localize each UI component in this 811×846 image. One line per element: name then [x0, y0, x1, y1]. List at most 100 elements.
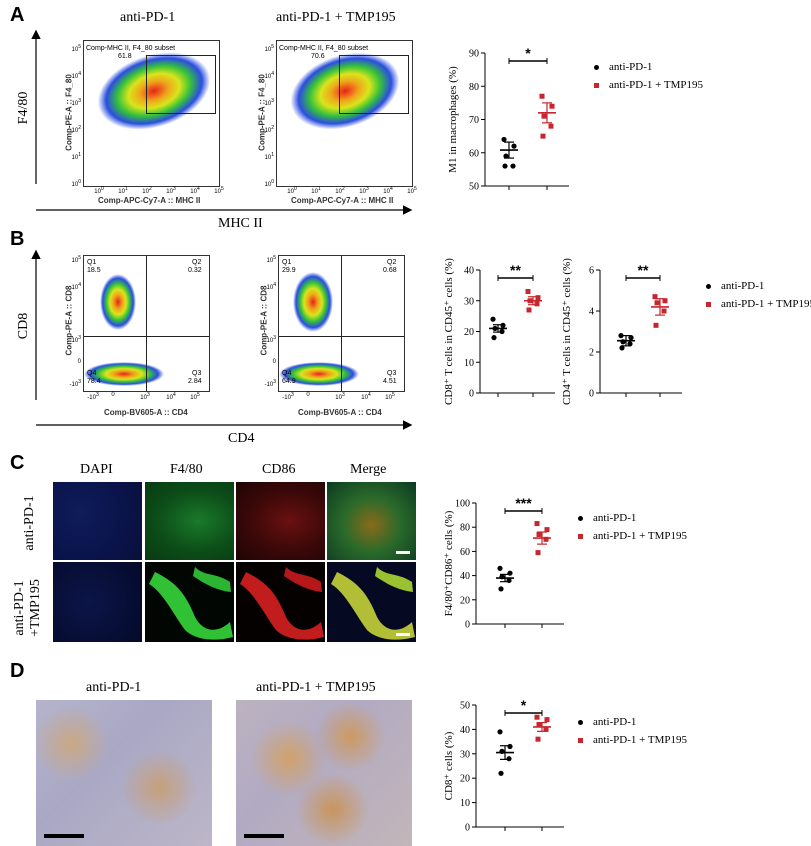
y-axis-label: CD4⁺ T cells in CD45⁺ cells (%) [561, 258, 573, 405]
facs-a-ytick: 100 [264, 179, 274, 188]
data-point-group2 [535, 295, 541, 301]
facs-a-ytick: 101 [264, 152, 274, 161]
data-point-group1 [501, 136, 507, 143]
ihc-image-1 [36, 700, 212, 846]
y-tick-label: 6 [589, 266, 594, 277]
facs-a-xtick: 105 [214, 186, 224, 195]
quadrant-value: 0.68 [383, 267, 397, 274]
legend-square-icon [706, 301, 711, 307]
facs-a-ytick: 102 [264, 125, 274, 134]
quadrant-label: Q1 [282, 259, 292, 266]
quadrant-label: Q1 [87, 259, 97, 266]
legend-circle-icon [578, 515, 583, 521]
y-tick-label: 2 [589, 348, 594, 359]
legend-a: anti-PD-1 anti-PD-1 + TMP195 [594, 58, 703, 94]
data-point-group2 [536, 531, 542, 537]
legend-b: anti-PD-1 anti-PD-1 + TMP195 [706, 277, 811, 313]
quadrant-value: 78.4 [87, 378, 101, 385]
col-title-dapi: DAPI [80, 462, 113, 477]
if-image-dapi-2 [53, 562, 142, 642]
facs-b-ytick: 105 [71, 255, 81, 264]
quadrant-label: Q2 [387, 259, 397, 266]
facs-b-ytick: -103 [69, 379, 81, 388]
panel-label-c: C [10, 452, 25, 474]
y-tick-label: 60 [469, 148, 479, 159]
facs-a-ytick: 104 [264, 71, 274, 80]
y-tick-label: 10 [464, 358, 474, 369]
gate-name: Comp-MHC II, F4_80 subset [86, 45, 176, 52]
data-point-group2 [540, 133, 546, 139]
facs-a-ytick: 103 [264, 98, 274, 107]
legend-square-icon [578, 737, 583, 743]
quadrant-value: 64.9 [282, 378, 296, 385]
facs-plot-a2: Comp-MHC II, F4_80 subset 70.6 [276, 40, 413, 187]
y-tick-label: 50 [460, 701, 470, 712]
facs-b-ytick: 103 [266, 335, 276, 344]
facs-b-xtick: 105 [385, 392, 395, 401]
y-tick-label: 4 [589, 307, 594, 318]
y-tick-label: 20 [464, 327, 474, 338]
data-point-group1 [498, 586, 504, 592]
facs-b-ytick: 105 [266, 255, 276, 264]
data-point-group1 [619, 345, 625, 351]
data-point-group2 [526, 307, 532, 313]
data-point-group2 [534, 714, 540, 720]
facs-b-ytick: 0 [77, 359, 81, 365]
facs-b-xtick: 103 [140, 392, 150, 401]
legend-circle-icon [594, 64, 599, 70]
legend-square-icon [594, 82, 599, 88]
data-point-group1 [502, 163, 508, 169]
data-point-group1 [507, 570, 513, 576]
data-point-group1 [500, 322, 506, 328]
panel-d-col2-title: anti-PD-1 + TMP195 [256, 680, 376, 695]
data-point-group2 [662, 298, 668, 304]
facs-a-xtick: 102 [335, 186, 345, 195]
facs-plot-b1: Q1 18.5 Q2 0.32 Q4 78.4 Q3 2.84 [83, 255, 210, 392]
facs-a-xtick: 103 [166, 186, 176, 195]
if-image-merge-2 [327, 562, 416, 642]
facs-plot-a1: Comp-MHC II, F4_80 subset 61.8 [83, 40, 220, 187]
facs-a-xtick: 102 [142, 186, 152, 195]
quadrant-label: Q3 [192, 370, 202, 377]
if-image-merge-1 [327, 482, 416, 560]
quadrant-value: 18.5 [87, 267, 101, 274]
data-point-group2 [549, 103, 555, 109]
data-point-group2 [548, 123, 554, 129]
y-tick-label: 40 [464, 266, 474, 277]
y-axis-label: CD8⁺ cells (%) [443, 731, 455, 800]
y-tick-label: 0 [465, 620, 470, 631]
legend-item-group2: anti-PD-1 + TMP195 [609, 79, 704, 91]
data-point-group2 [654, 300, 660, 306]
legend-item-group2: anti-PD-1 + TMP195 [593, 530, 688, 542]
facs-b-xtick: -103 [282, 392, 294, 401]
gate-value: 61.8 [118, 53, 132, 60]
facs-plot-b2: Q1 29.9 Q2 0.68 Q4 64.9 Q3 4.51 [278, 255, 405, 392]
legend-d: anti-PD-1 anti-PD-1 + TMP195 [578, 713, 687, 749]
panel-label-d: D [10, 660, 25, 682]
facs-a-xtick: 100 [94, 186, 104, 195]
facs-a-xtick: 101 [118, 186, 128, 195]
y-tick-label: 0 [465, 823, 470, 834]
facs-b1-xlabel: Comp-BV605-A :: CD4 [104, 408, 188, 417]
quadrant-value: 2.84 [188, 378, 202, 385]
y-axis-label: CD8⁺ T cells in CD45⁺ cells (%) [443, 258, 455, 405]
facs-a1-xlabel: Comp-APC-Cy7-A :: MHC II [98, 196, 201, 205]
if-image-f480-2 [145, 562, 234, 642]
facs-b2-xlabel: Comp-BV605-A :: CD4 [298, 408, 382, 417]
data-point-group2 [543, 726, 549, 732]
y-tick-label: 70 [469, 115, 479, 126]
data-point-group2 [543, 536, 549, 542]
data-point-group2 [539, 93, 545, 99]
data-point-group2 [534, 301, 540, 307]
y-tick-label: 0 [469, 389, 474, 400]
legend-item-group1: anti-PD-1 [593, 512, 637, 524]
quadrant-label: Q3 [387, 370, 397, 377]
data-point-group1 [503, 153, 509, 159]
data-point-group1 [491, 335, 497, 341]
panel-label-a: A [10, 4, 25, 26]
data-point-group2 [534, 521, 540, 527]
data-point-group1 [499, 328, 505, 335]
data-point-group2 [535, 550, 541, 556]
facs-a-ytick: 100 [71, 179, 81, 188]
